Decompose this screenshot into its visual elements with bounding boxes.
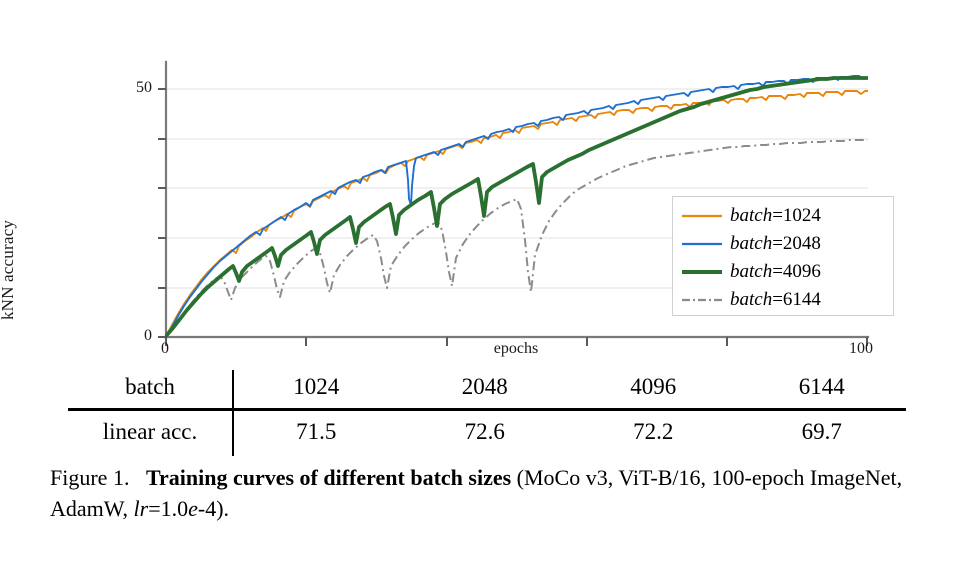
legend-item-batch-6144[interactable]: batch=6144 xyxy=(673,286,893,314)
table-horizontal-rule xyxy=(68,408,906,411)
legend-label-italic-batch: batch xyxy=(730,205,773,226)
table-row: batch 1024 2048 4096 6144 xyxy=(68,366,906,408)
legend-label-batch-1024: batch=1024 xyxy=(730,205,821,227)
chart-legend: batch=1024 batch=2048 batch=4096 batch=6… xyxy=(672,196,894,316)
legend-label-batch-4096: batch=4096 xyxy=(730,261,821,283)
caption-line2-italic-e: e xyxy=(188,496,198,521)
y-axis-title: kNN accuracy xyxy=(0,219,17,321)
table-cell-batch-1024: 1024 xyxy=(293,374,340,399)
caption-figure-label: Figure 1. xyxy=(50,465,130,490)
caption-line2-eq: =1.0 xyxy=(148,496,189,521)
series-line-batch-2048 xyxy=(165,75,868,337)
legend-label-value: =6144 xyxy=(772,289,821,310)
legend-swatch-gray-dashdot-line xyxy=(681,293,723,307)
table-cell-batch-6144: 6144 xyxy=(798,374,845,399)
series-line-batch-6144 xyxy=(165,139,868,337)
legend-label-batch-6144: batch=6144 xyxy=(730,289,821,311)
caption-line2-italic-lr: lr xyxy=(133,496,149,521)
table-cell-acc-4096: 72.2 xyxy=(633,419,674,444)
legend-label-value: =2048 xyxy=(772,233,821,254)
y-axis-ticks xyxy=(158,88,166,338)
axis-spines xyxy=(163,60,870,340)
table-cell-acc-1024: 71.5 xyxy=(296,419,337,444)
caption-rest-line1: (MoCo v3, xyxy=(516,465,614,490)
legend-swatch-blue-line xyxy=(681,237,723,251)
legend-label-italic-batch: batch xyxy=(730,233,773,254)
table-row-header-batch: batch xyxy=(125,374,175,399)
training-curves-chart xyxy=(158,60,870,346)
series-line-batch-4096 xyxy=(165,76,868,338)
x-tick-label-0: 0 xyxy=(161,340,169,357)
table-cell-batch-2048: 2048 xyxy=(461,374,508,399)
caption-bold-title: Training curves of different batch sizes xyxy=(145,465,512,490)
x-axis-title: epochs xyxy=(493,340,539,357)
table-vertical-rule xyxy=(232,370,234,456)
caption-line2-part1: ViT-B/16, 100-epoch ImageNet, AdamW, xyxy=(50,465,903,521)
chart-plot-area: kNN accuracy 50 0 0 100 epochs batch=102… xyxy=(0,60,894,357)
table-cell-acc-6144: 69.7 xyxy=(801,419,842,444)
legend-label-italic-batch: batch xyxy=(730,289,773,310)
results-table: batch 1024 2048 4096 6144 linear acc. 71… xyxy=(68,366,906,458)
table-row: linear acc. 71.5 72.6 72.2 69.7 xyxy=(68,411,906,453)
caption-line2-end: -4). xyxy=(197,496,230,521)
legend-label-batch-2048: batch=2048 xyxy=(730,233,821,255)
legend-swatch-green-line xyxy=(681,265,723,279)
table-cell-batch-4096: 4096 xyxy=(630,374,677,399)
legend-label-value: =4096 xyxy=(772,261,821,282)
legend-item-batch-4096[interactable]: batch=4096 xyxy=(673,258,893,286)
table-row-header-linear-acc: linear acc. xyxy=(102,419,198,444)
x-axis-ticks xyxy=(165,337,868,346)
x-tick-label-100: 100 xyxy=(849,340,873,357)
legend-label-italic-batch: batch xyxy=(730,261,773,282)
legend-item-batch-2048[interactable]: batch=2048 xyxy=(673,230,893,258)
legend-label-value: =1024 xyxy=(772,205,821,226)
legend-swatch-orange-line xyxy=(681,209,723,223)
legend-item-batch-1024[interactable]: batch=1024 xyxy=(673,202,893,230)
table-cell-acc-2048: 72.6 xyxy=(464,419,505,444)
y-tick-label-0: 0 xyxy=(144,327,152,344)
figure-caption: Figure 1. Training curves of different b… xyxy=(50,462,930,524)
y-tick-label-50: 50 xyxy=(136,79,152,96)
